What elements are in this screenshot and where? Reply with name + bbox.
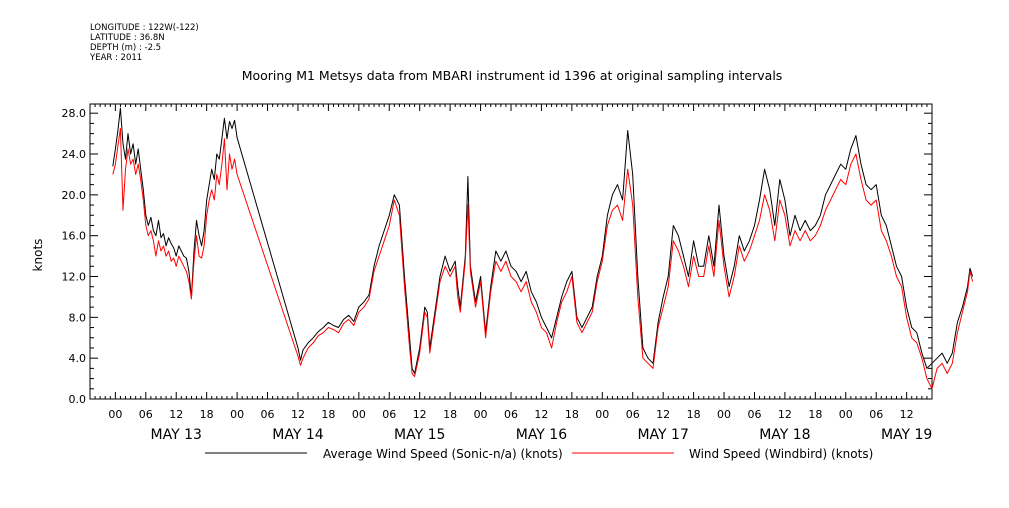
x-day-label: MAY 13 (151, 427, 202, 443)
header-depth: DEPTH (m) : -2.5 (90, 43, 161, 53)
y-tick-label: 4.0 (69, 352, 87, 365)
x-tick-label: 00 (595, 408, 609, 421)
x-day-label: MAY 17 (637, 427, 688, 443)
x-tick-label: 00 (839, 408, 853, 421)
series-line-average-wind-speed (112, 107, 974, 374)
plot-area: 0.0 4.0 8.0 12.0 16.0 20.0 24.0 28.0 00 06 12 18 MAY… (62, 103, 974, 443)
x-tick-label: 00 (352, 408, 366, 421)
x-tick-label: 18 (200, 408, 214, 421)
x-tick-label: 06 (261, 408, 275, 421)
x-tick-label: 00 (474, 408, 488, 421)
header-year: YEAR : 2011 (89, 53, 142, 63)
x-tick-label: 12 (900, 408, 914, 421)
y-tick-label: 24.0 (62, 148, 87, 161)
y-tick-label: 8.0 (69, 311, 87, 324)
x-tick-label: 12 (169, 408, 183, 421)
y-tick-label: 20.0 (62, 189, 87, 202)
x-day-label: MAY 16 (516, 427, 567, 443)
y-tick-label: 28.0 (62, 107, 87, 120)
x-tick-label: 12 (778, 408, 792, 421)
x-tick-label: 18 (443, 408, 457, 421)
x-tick-label: 06 (747, 408, 761, 421)
x-tick-label: 12 (534, 408, 548, 421)
x-tick-label: 18 (687, 408, 701, 421)
legend-label-average-wind: Average Wind Speed (Sonic-n/a) (knots) (323, 447, 563, 461)
x-tick-label: 18 (808, 408, 822, 421)
header-latitude: LATITUDE : 36.8N (90, 33, 165, 43)
x-tick-label: 00 (717, 408, 731, 421)
chart-title: Mooring M1 Metsys data from MBARI instru… (242, 68, 783, 83)
x-day-label: MAY 15 (394, 427, 445, 443)
legend: Average Wind Speed (Sonic-n/a) (knots) W… (205, 447, 873, 461)
x-day-label: MAY 18 (759, 427, 810, 443)
y-tick-label: 0.0 (69, 393, 87, 406)
series-line-windbird-wind-speed (112, 128, 974, 390)
metadata-header: LONGITUDE : 122W(-122) LATITUDE : 36.8N … (89, 23, 199, 63)
x-tick-label: 12 (413, 408, 427, 421)
x-day-label: MAY 14 (272, 427, 323, 443)
plot-frame (89, 103, 933, 400)
x-tick-label: 18 (321, 408, 335, 421)
x-day-label: MAY 19 (881, 427, 932, 443)
x-tick-label: 06 (626, 408, 640, 421)
x-tick-label: 12 (291, 408, 305, 421)
y-tick-label: 16.0 (62, 230, 87, 243)
x-tick-label: 12 (656, 408, 670, 421)
x-tick-label: 06 (869, 408, 883, 421)
x-tick-label: 06 (382, 408, 396, 421)
legend-label-windbird: Wind Speed (Windbird) (knots) (689, 447, 873, 461)
x-tick-label: 06 (504, 408, 518, 421)
x-tick-label: 00 (108, 408, 122, 421)
x-tick-label: 06 (139, 408, 153, 421)
x-tick-label: 00 (230, 408, 244, 421)
y-tick-label: 12.0 (62, 271, 87, 284)
x-tick-label: 18 (565, 408, 579, 421)
header-longitude: LONGITUDE : 122W(-122) (90, 23, 199, 33)
y-axis-label: knots (31, 239, 45, 272)
